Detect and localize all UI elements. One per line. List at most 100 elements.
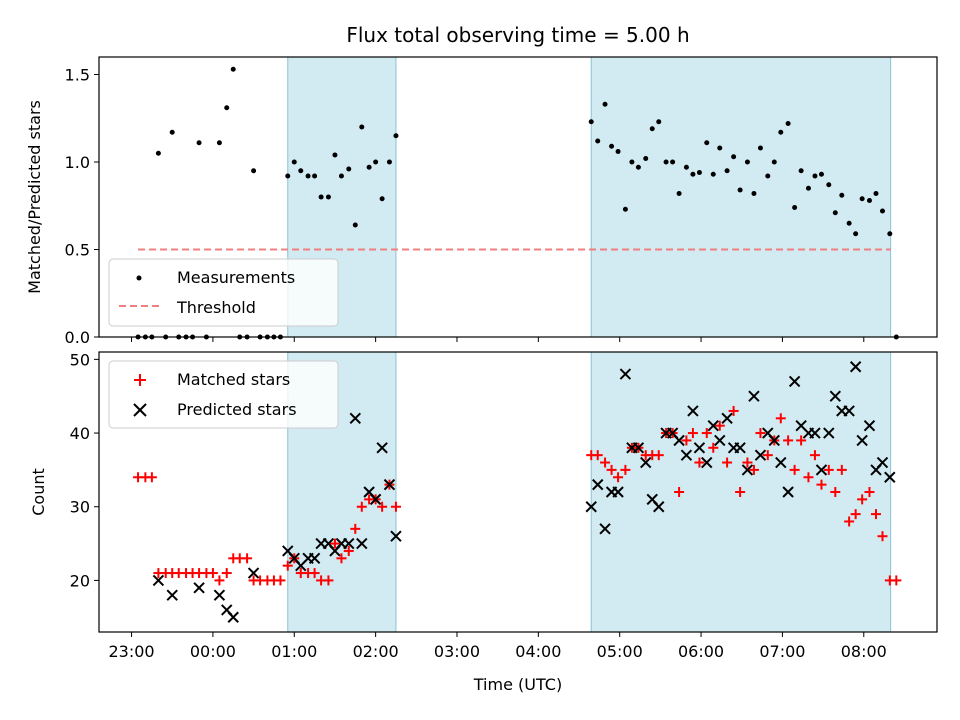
predicted-star-point [680, 449, 693, 461]
measurement-point [696, 170, 702, 175]
matched-star-point [708, 442, 719, 453]
legend-measurements-label: Measurements [177, 268, 295, 287]
matched-star-point [830, 487, 841, 497]
legend-matched-label: Matched stars [177, 370, 290, 389]
matched-star-point [356, 501, 367, 512]
measurement-point [887, 231, 893, 237]
measurement-point [196, 140, 202, 146]
predicted-star-point [754, 449, 767, 461]
matched-star-point [275, 575, 286, 586]
matched-star-point [850, 509, 861, 520]
predicted-star-point [653, 501, 665, 513]
measurement-point [690, 171, 696, 177]
predicted-star-point [849, 361, 862, 373]
measurement-point [366, 164, 372, 170]
bottom-y-tick-label: 30 [70, 498, 90, 517]
predicted-star-point [714, 434, 726, 447]
matched-star-point [323, 575, 334, 586]
measurement-point [251, 168, 257, 174]
predicted-star-point [701, 456, 713, 469]
bottom-x-tick-label: 04:00 [515, 642, 561, 661]
matched-star-point [742, 457, 753, 468]
predicted-star-point [369, 493, 382, 506]
predicted-star-point [632, 442, 645, 454]
measurement-point [818, 171, 824, 177]
measurement-point [757, 145, 763, 151]
matched-star-point [390, 501, 401, 512]
matched-star-point [714, 420, 725, 431]
bottom-x-tick-label: 23:00 [108, 642, 154, 661]
matched-star-point [870, 509, 881, 520]
matched-star-point [775, 413, 786, 424]
matched-star-point [748, 464, 759, 475]
legend-measurements-marker [136, 275, 142, 281]
measurement-point [670, 159, 676, 165]
predicted-star-point [640, 456, 652, 469]
measurement-point [332, 152, 338, 158]
matched-star-point [600, 457, 611, 468]
measurement-point [859, 196, 865, 202]
matched-star-point [620, 464, 631, 475]
predicted-star-point [782, 486, 794, 498]
predicted-star-point [748, 390, 760, 402]
bottom-x-tick-label: 01:00 [271, 642, 317, 661]
matched-star-point [844, 516, 855, 527]
measurement-point [352, 222, 358, 228]
predicted-star-point [673, 434, 685, 447]
matched-star-point [329, 538, 340, 549]
matched-star-point [681, 435, 692, 446]
top-chart-title: Flux total observing time = 5.00 h [346, 23, 689, 47]
matched-star-point [146, 472, 157, 483]
measurement-point [325, 194, 331, 200]
matched-star-point [836, 464, 847, 475]
measurement-point [312, 173, 318, 179]
predicted-star-point [383, 478, 396, 491]
matched-star-point [877, 531, 888, 542]
predicted-star-point [585, 501, 597, 513]
predicted-star-point [599, 523, 611, 535]
predicted-star-point [227, 611, 239, 623]
matched-star-point [282, 560, 293, 571]
measurement-point [155, 150, 161, 156]
matched-star-point [613, 472, 624, 483]
measurement-point [338, 173, 344, 179]
predicted-star-point [768, 434, 780, 447]
top-legend-box [108, 258, 339, 327]
measurement-point [291, 159, 297, 165]
matched-star-point [809, 450, 820, 461]
matched-star-point [592, 450, 603, 461]
measurement-point [683, 164, 689, 170]
matched-star-point [674, 487, 685, 497]
measurement-point [826, 182, 832, 188]
bottom-y-tick-label: 20 [70, 571, 90, 590]
measurement-point [724, 168, 730, 174]
predicted-star-point [788, 375, 801, 388]
bottom-x-axis-label: Time (UTC) [473, 675, 562, 694]
bottom-legend-box [108, 360, 339, 429]
top-y-tick-label: 0.0 [65, 328, 90, 347]
top-y-tick-label: 1.0 [65, 153, 90, 172]
measurement-point [629, 159, 635, 165]
predicted-star-point [809, 427, 821, 439]
measurement-point [853, 231, 859, 237]
predicted-star-point [376, 442, 388, 454]
measurement-point [771, 159, 777, 165]
matched-star-point [242, 553, 253, 564]
matched-star-point [735, 487, 746, 497]
measurement-point [224, 105, 230, 111]
bottom-y-tick-label: 50 [70, 350, 90, 369]
predicted-star-point [166, 589, 178, 601]
measurement-point [216, 140, 222, 146]
top-y-tick-label: 0.5 [65, 241, 90, 260]
predicted-star-point [213, 589, 226, 601]
measurement-point [731, 154, 737, 160]
predicted-star-point [884, 471, 896, 483]
measurement-point [635, 164, 641, 170]
measurement-point [230, 66, 236, 72]
predicted-star-point [349, 412, 361, 425]
legend-predicted-label: Predicted stars [177, 400, 297, 419]
measurement-point [879, 208, 885, 214]
predicted-star-point [721, 412, 733, 425]
top-y-tick-label: 1.5 [65, 66, 90, 85]
measurement-point [602, 101, 608, 107]
